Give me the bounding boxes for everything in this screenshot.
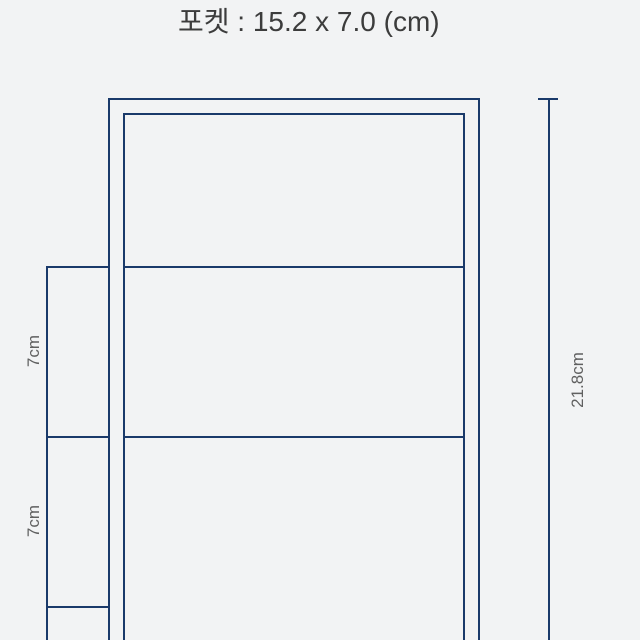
left-dim-tick-1 [46,436,108,438]
left-dim-tick-2 [46,606,108,608]
inner-box [123,113,465,640]
pocket-divider-1 [123,266,465,268]
left-dim-label-1: 7cm [24,505,44,537]
pocket-divider-2 [123,436,465,438]
right-dim-label: 21.8cm [568,352,588,408]
right-dim-tick-top [538,98,558,100]
right-dim-line [548,98,550,640]
left-dim-tick-0 [46,266,108,268]
title-text: 포켓 : 15.2 x 7.0 (cm) [178,0,440,40]
diagram-stage: 포켓 : 15.2 x 7.0 (cm) 7cm 7cm 21.8cm [0,0,640,640]
left-dim-line [46,266,48,640]
left-dim-label-0: 7cm [24,335,44,367]
